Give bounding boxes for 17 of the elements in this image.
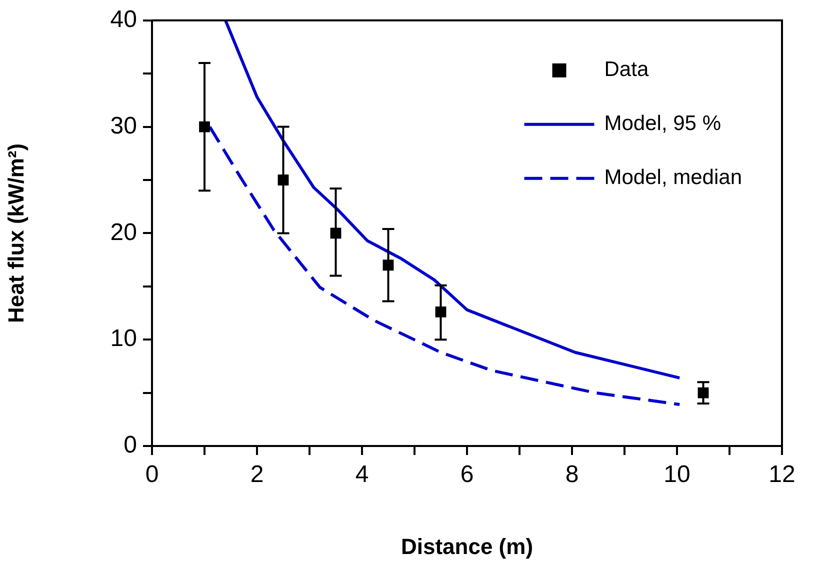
y-tick-label: 30 xyxy=(110,112,137,140)
x-tick-label: 4 xyxy=(355,461,369,488)
y-tick-label: 10 xyxy=(110,325,137,352)
legend-label: Model, 95 % xyxy=(604,112,721,136)
y-tick-label: 20 xyxy=(110,218,137,246)
y-tick-label: 0 xyxy=(124,432,137,459)
x-tick-label: 2 xyxy=(250,461,264,488)
x-tick-label: 8 xyxy=(565,461,579,488)
x-tick-label: 6 xyxy=(460,461,474,488)
y-tick-label: 40 xyxy=(110,6,137,34)
legend-label: Data xyxy=(604,58,649,82)
legend-label: Model, median xyxy=(604,166,742,190)
x-tick-label: 0 xyxy=(145,461,159,488)
x-axis-title: Distance (m) xyxy=(400,534,534,559)
x-tick-label: 12 xyxy=(768,461,796,488)
x-tick-label: 10 xyxy=(664,461,690,488)
y-axis-title: Heat flux (kW/m²) xyxy=(3,143,28,324)
